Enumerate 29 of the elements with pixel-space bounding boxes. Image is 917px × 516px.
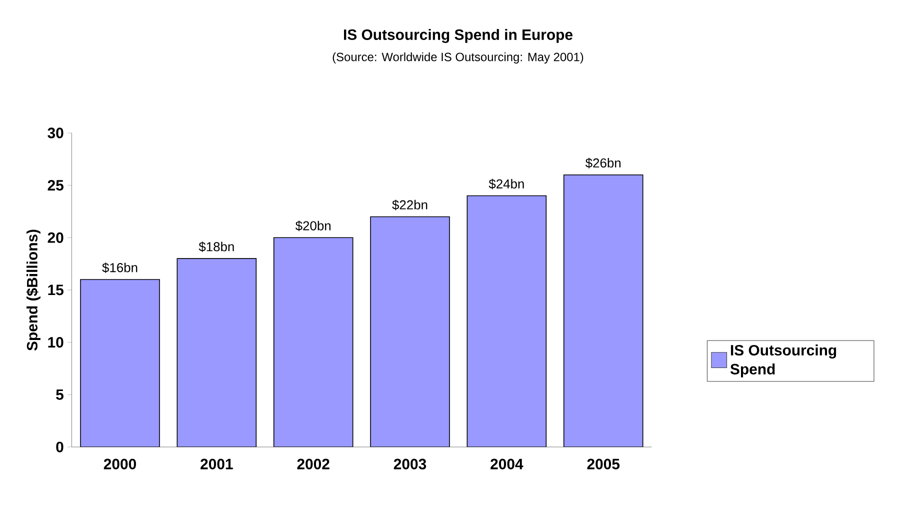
bar: [370, 216, 450, 447]
y-tick-label: 15: [48, 284, 64, 296]
bar: [176, 258, 257, 447]
chart-subtitle: (Source: Worldwide IS Outsourcing: May 2001): [332, 52, 584, 64]
bar: [80, 279, 160, 447]
y-tick-label: 5: [56, 389, 64, 400]
data-label: $22bn: [392, 200, 428, 210]
y-axis-title: Spend ($Billions): [26, 230, 40, 351]
x-tick-label: 2003: [394, 458, 426, 470]
data-label: $16bn: [102, 262, 138, 273]
y-tick-label: 30: [48, 128, 64, 138]
x-tick-label: 2004: [490, 458, 524, 470]
bar: [563, 174, 644, 447]
y-tick-label: 0: [56, 442, 64, 452]
y-tick-label: 25: [48, 180, 64, 191]
x-tick-label: 2001: [200, 458, 233, 470]
x-tick-label: 2005: [587, 458, 620, 470]
y-tick-label: 20: [48, 232, 64, 243]
data-label: $20bn: [295, 220, 330, 232]
data-label: $26bn: [585, 158, 620, 168]
y-tick-label: 10: [48, 337, 64, 348]
data-label: $24bn: [488, 178, 524, 190]
x-tick-label: 2000: [104, 458, 136, 470]
x-tick-label: 2002: [297, 458, 330, 470]
legend-label: IS Outsourcing Spend: [730, 344, 836, 378]
bar: [466, 195, 547, 447]
bar: [273, 237, 354, 447]
data-label: $18bn: [198, 242, 234, 252]
chart-title: IS Outsourcing Spend in Europe: [344, 28, 573, 43]
